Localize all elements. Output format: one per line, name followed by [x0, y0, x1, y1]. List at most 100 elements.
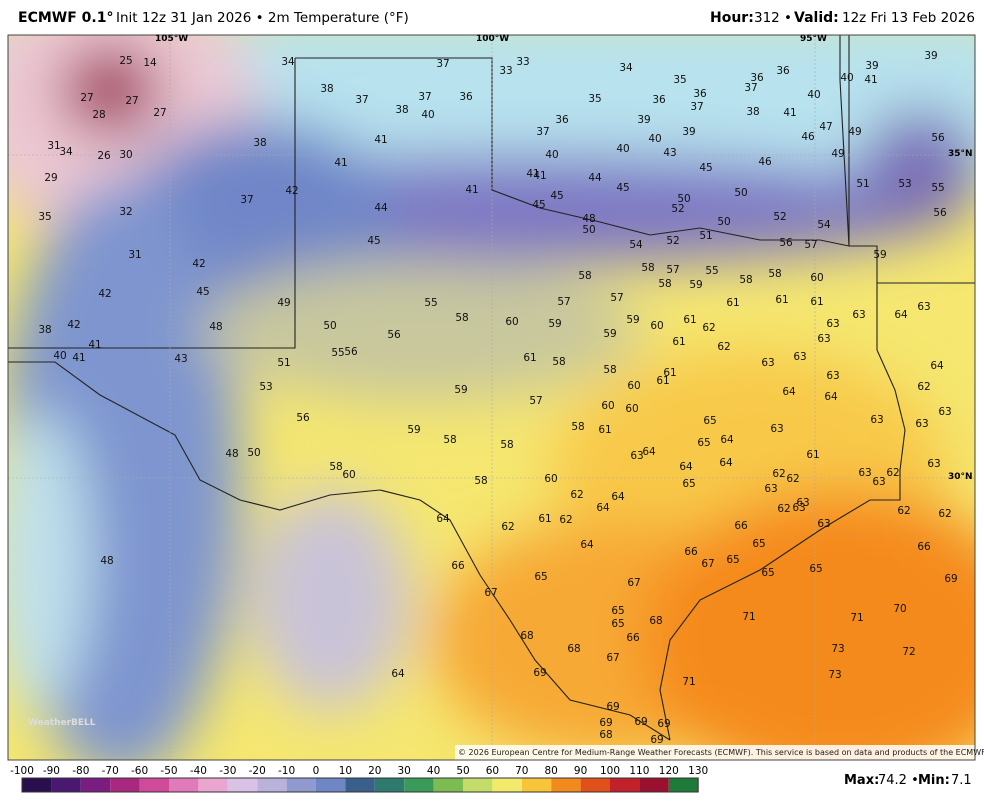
temp-label: 56	[779, 237, 793, 249]
colorbar-swatch	[286, 778, 316, 792]
temp-label: 38	[746, 106, 759, 118]
temp-label: 34	[619, 62, 633, 74]
colorbar-swatch	[668, 778, 699, 792]
colorbar-tick-label: 40	[427, 765, 440, 777]
colorbar-tick-label: -20	[249, 765, 266, 777]
temp-label: 44	[588, 172, 602, 184]
temp-label: 70	[893, 603, 906, 615]
temp-label: 69	[657, 718, 670, 730]
temp-label: 49	[831, 148, 844, 160]
temp-label: 55	[331, 347, 344, 359]
temp-label: 64	[436, 513, 450, 525]
temp-label: 60	[650, 320, 663, 332]
temp-label: 63	[764, 483, 777, 495]
temp-label: 48	[582, 213, 595, 225]
temp-label: 68	[599, 729, 612, 741]
temp-label: 37	[690, 101, 703, 113]
colorbar-swatch	[227, 778, 258, 792]
temp-label: 48	[225, 448, 238, 460]
colorbar-tick-label: -70	[102, 765, 119, 777]
temp-label: 50	[677, 193, 690, 205]
temp-label: 40	[648, 133, 661, 145]
temp-label: 34	[281, 56, 295, 68]
temp-label: 64	[782, 386, 796, 398]
temp-label: 56	[344, 346, 358, 358]
temp-label: 63	[630, 450, 643, 462]
colorbar-tick-label: 90	[574, 765, 587, 777]
temp-label: 45	[367, 235, 380, 247]
temp-label: 45	[550, 190, 563, 202]
temp-label: 64	[611, 491, 625, 503]
temp-label: 62	[501, 521, 514, 533]
valid: 12z Fri 13 Feb 2026	[842, 10, 975, 26]
temp-label: 43	[663, 147, 676, 159]
temp-label: 37	[240, 194, 253, 206]
temp-label: 52	[671, 203, 684, 215]
temp-label: 61	[775, 294, 788, 306]
temp-label: 57	[529, 395, 542, 407]
temp-label: 62	[886, 467, 899, 479]
min-label: Min:	[918, 773, 950, 788]
temp-label: 28	[92, 109, 105, 121]
temp-label: 63	[826, 370, 839, 382]
temp-label: 59	[689, 279, 702, 291]
temp-label: 41	[526, 168, 539, 180]
temp-label: 59	[626, 314, 639, 326]
temp-label: 64	[580, 539, 594, 551]
temp-label: 37	[744, 82, 757, 94]
temp-label: 61	[538, 513, 551, 525]
temp-label: 60	[627, 380, 640, 392]
temp-label: 61	[810, 296, 823, 308]
temp-label: 65	[697, 437, 710, 449]
temp-label: 56	[933, 207, 947, 219]
temp-label: 39	[682, 126, 695, 138]
hour: 312 •	[754, 10, 792, 26]
temp-label: 64	[391, 668, 405, 680]
temp-label: 56	[296, 412, 310, 424]
temp-label: 62	[702, 322, 715, 334]
temp-label: 64	[596, 502, 610, 514]
temp-label: 73	[828, 669, 841, 681]
colorbar-swatch	[610, 778, 640, 792]
temp-label: 67	[484, 587, 497, 599]
temp-label: 61	[523, 352, 536, 364]
temp-label: 45	[616, 182, 629, 194]
temp-label: 38	[395, 104, 408, 116]
temp-label: 65	[761, 567, 774, 579]
colorbar-tick-label: 100	[600, 765, 620, 777]
colorbar-swatch	[463, 778, 493, 792]
temp-label: 62	[559, 514, 572, 526]
temp-label: 58	[739, 274, 752, 286]
colorbar-tick-label: -40	[190, 765, 207, 777]
temp-label: 66	[734, 520, 748, 532]
temp-label: 41	[88, 339, 101, 351]
temp-label: 63	[793, 351, 806, 363]
temp-label: 40	[840, 72, 853, 84]
temp-label: 64	[720, 434, 734, 446]
logo: WeatherBELL	[28, 718, 96, 728]
lon-label: 100°W	[476, 34, 509, 44]
temp-label: 31	[47, 140, 60, 152]
colorbar-swatch	[433, 778, 463, 792]
temp-label: 56	[387, 329, 401, 341]
colorbar-tick-label: 10	[339, 765, 352, 777]
temp-label: 45	[196, 286, 209, 298]
temp-label: 63	[938, 406, 951, 418]
temp-label: 57	[557, 296, 570, 308]
temp-label: 50	[717, 216, 730, 228]
temp-label: 58	[500, 439, 513, 451]
temp-label: 71	[850, 612, 863, 624]
temp-label: 27	[153, 107, 166, 119]
temp-label: 42	[285, 185, 298, 197]
temp-label: 55	[424, 297, 437, 309]
temp-label: 59	[454, 384, 467, 396]
colorbar-tick-label: -10	[278, 765, 295, 777]
colorbar-frame	[21, 777, 699, 793]
temp-label: 50	[247, 447, 260, 459]
temp-label: 25	[119, 55, 132, 67]
temp-label: 39	[924, 50, 937, 62]
temp-label: 41	[533, 170, 546, 182]
temp-label: 60	[505, 316, 518, 328]
temp-label: 38	[253, 137, 266, 149]
